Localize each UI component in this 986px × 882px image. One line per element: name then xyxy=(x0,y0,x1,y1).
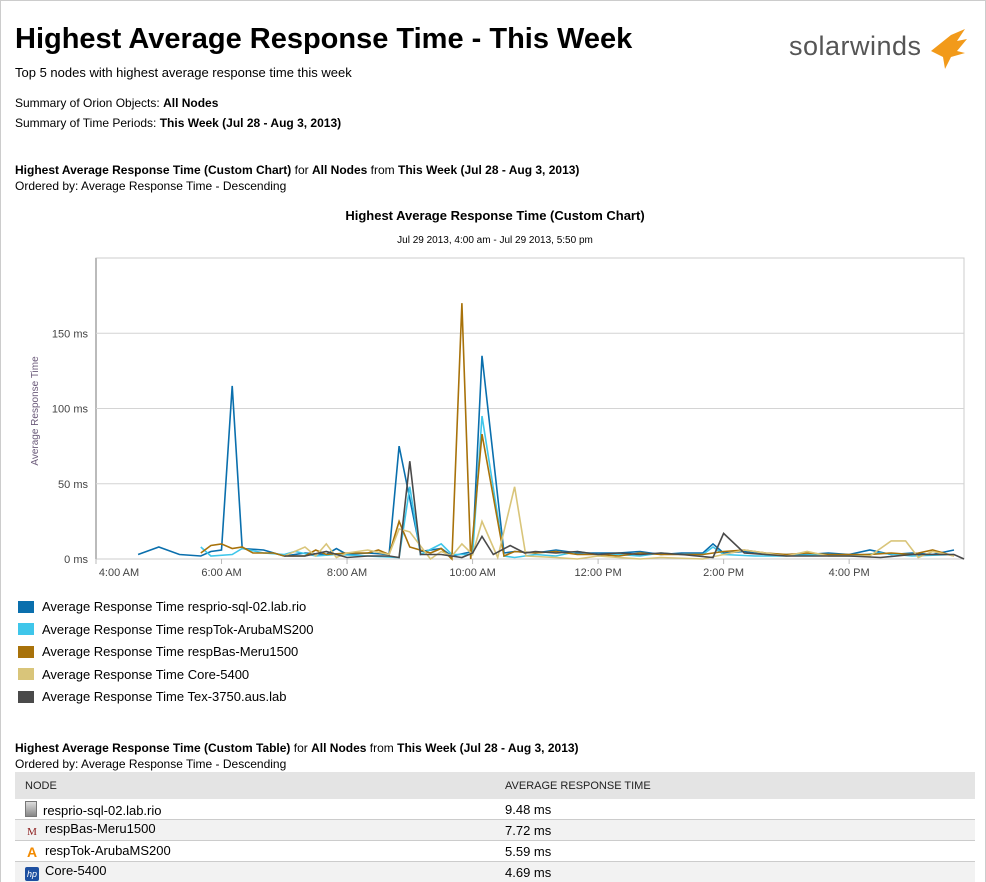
aruba-icon: A xyxy=(25,845,39,859)
flare-icon xyxy=(921,29,971,71)
avg-response-value: 4.69 ms xyxy=(495,862,975,882)
series-line xyxy=(284,461,964,559)
avg-response-value: 5.59 ms xyxy=(495,841,975,862)
table-section-title: Highest Average Response Time (Custom Ta… xyxy=(15,741,579,755)
meru-icon: M xyxy=(25,825,39,839)
avg-response-value: 9.48 ms xyxy=(495,799,975,820)
table-row: hp Core-5400 4.69 ms xyxy=(15,862,975,882)
series-line xyxy=(201,416,954,558)
legend-label: Average Response Time respBas-Meru1500 xyxy=(42,644,298,659)
column-header-node: NODE xyxy=(15,772,495,799)
page-title: Highest Average Response Time - This Wee… xyxy=(15,23,632,56)
node-name[interactable]: resprio-sql-02.lab.rio xyxy=(43,803,162,818)
legend-item[interactable]: Average Response Time respTok-ArubaMS200 xyxy=(18,622,313,637)
legend-swatch xyxy=(18,601,34,613)
legend-label: Average Response Time respTok-ArubaMS200 xyxy=(42,622,313,637)
series-line xyxy=(201,303,954,559)
table-ordered-by: Ordered by: Average Response Time - Desc… xyxy=(15,757,286,771)
legend-label: Average Response Time resprio-sql-02.lab… xyxy=(42,599,306,614)
summary-periods: Summary of Time Periods: This Week (Jul … xyxy=(15,116,341,130)
chart-ordered-by: Ordered by: Average Response Time - Desc… xyxy=(15,179,286,193)
legend-item[interactable]: Average Response Time Core-5400 xyxy=(18,667,249,682)
y-tick-label: 100 ms xyxy=(52,404,89,416)
hp-icon: hp xyxy=(25,867,39,881)
chart-subtitle: Jul 29 2013, 4:00 am - Jul 29 2013, 5:50… xyxy=(397,235,593,246)
x-tick-label: 4:00 PM xyxy=(829,567,870,579)
series-line xyxy=(284,487,954,559)
solarwinds-logo: solarwinds xyxy=(789,31,922,62)
server-icon xyxy=(25,801,37,817)
table-row: resprio-sql-02.lab.rio 9.48 ms xyxy=(15,799,975,820)
response-time-table: NODE AVERAGE RESPONSE TIME resprio-sql-0… xyxy=(15,772,975,882)
node-name[interactable]: respBas-Meru1500 xyxy=(45,821,156,836)
y-tick-label: 150 ms xyxy=(52,328,89,340)
legend-swatch xyxy=(18,623,34,635)
chart-section-title: Highest Average Response Time (Custom Ch… xyxy=(15,163,579,177)
x-tick-label: 6:00 AM xyxy=(201,567,241,579)
column-header-avg-response: AVERAGE RESPONSE TIME xyxy=(495,772,975,799)
summary-objects: Summary of Orion Objects: All Nodes xyxy=(15,96,218,110)
legend-swatch xyxy=(18,691,34,703)
chart-title: Highest Average Response Time (Custom Ch… xyxy=(345,208,644,223)
legend-swatch xyxy=(18,668,34,680)
response-time-chart: Highest Average Response Time (Custom Ch… xyxy=(1,201,985,591)
avg-response-value: 7.72 ms xyxy=(495,820,975,841)
legend-item[interactable]: Average Response Time Tex-3750.aus.lab xyxy=(18,689,287,704)
x-tick-label: 2:00 PM xyxy=(703,567,744,579)
legend-label: Average Response Time Tex-3750.aus.lab xyxy=(42,689,287,704)
legend-label: Average Response Time Core-5400 xyxy=(42,667,249,682)
x-tick-label: 4:00 AM xyxy=(99,567,139,579)
node-name[interactable]: Core-5400 xyxy=(45,863,106,878)
legend-item[interactable]: Average Response Time resprio-sql-02.lab… xyxy=(18,599,306,614)
y-tick-label: 50 ms xyxy=(58,479,88,491)
x-tick-label: 8:00 AM xyxy=(327,567,367,579)
legend-swatch xyxy=(18,646,34,658)
series-line xyxy=(138,356,954,556)
legend-item[interactable]: Average Response Time respBas-Meru1500 xyxy=(18,644,298,659)
y-axis-title: Average Response Time xyxy=(30,356,41,466)
y-tick-label: 0 ms xyxy=(64,554,88,566)
x-tick-label: 10:00 AM xyxy=(449,567,495,579)
x-tick-label: 12:00 PM xyxy=(575,567,622,579)
page-subtitle: Top 5 nodes with highest average respons… xyxy=(15,65,352,80)
node-name[interactable]: respTok-ArubaMS200 xyxy=(45,843,171,858)
